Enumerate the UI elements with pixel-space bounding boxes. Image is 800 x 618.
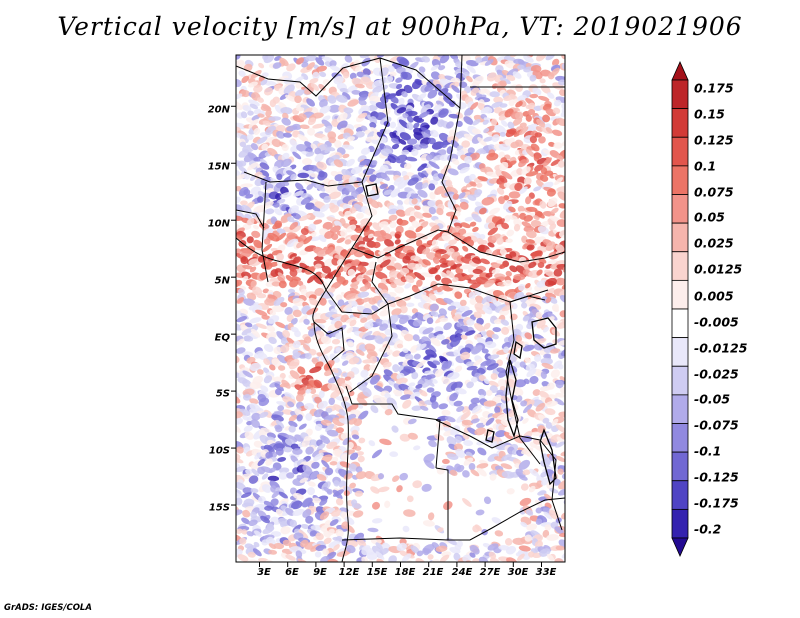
border-drc-zambia xyxy=(435,419,541,449)
border-benin-nigeria xyxy=(261,181,269,283)
colorbar-label: 0.0125 xyxy=(694,261,743,277)
border-zambia-south xyxy=(448,497,565,541)
colorbar-label: -0.025 xyxy=(694,366,739,382)
colorbar-label: 0.125 xyxy=(694,132,734,148)
colorbar-bottom-arrow xyxy=(671,537,689,557)
lon-label: 18E xyxy=(394,567,416,578)
lat-label: 15S xyxy=(208,502,230,514)
colorbar-top-arrow xyxy=(671,61,689,81)
border-drc-east xyxy=(505,301,541,465)
border-angola-north xyxy=(345,385,441,469)
border-gabon xyxy=(313,321,345,361)
colorbar-box xyxy=(671,279,689,310)
colorbar-box xyxy=(671,423,689,453)
colorbar-box xyxy=(671,480,689,510)
border-sudan-south-sudan xyxy=(447,231,565,263)
colorbar-label: -0.2 xyxy=(694,521,722,537)
lon-label: 27E xyxy=(479,567,501,578)
colorbar-box xyxy=(671,508,689,539)
map-title: Vertical velocity [m/s] at 900hPa, VT: 2… xyxy=(57,12,743,41)
colorbar-label: 0.175 xyxy=(694,80,734,96)
border-congo-drc xyxy=(349,303,393,393)
border-niger-chad xyxy=(361,57,389,183)
lake-malawi xyxy=(539,428,557,486)
border-niger-libya-chad xyxy=(379,55,463,110)
lake-victoria xyxy=(531,317,557,349)
lat-label: 5N xyxy=(214,275,230,287)
lon-label: 12E xyxy=(338,567,360,578)
lon-label: 9E xyxy=(313,567,327,578)
lake-kivu xyxy=(513,340,523,360)
lat-label: 15N xyxy=(207,161,230,173)
lon-label: 15E xyxy=(366,567,388,578)
credit-text: GrADS: IGES/COLA xyxy=(4,603,92,613)
colorbar-box xyxy=(671,136,689,167)
colorbar-box xyxy=(671,194,689,224)
colorbar-label: 0.005 xyxy=(694,288,734,304)
lon-label: 6E xyxy=(285,567,299,578)
colorbar-label: -0.0125 xyxy=(694,340,748,356)
colorbar-label: 0.075 xyxy=(694,184,734,200)
coastline-west xyxy=(236,237,349,562)
lon-label: 3E xyxy=(257,567,271,578)
colorbar-label: -0.05 xyxy=(694,391,731,407)
axis-ticks xyxy=(231,105,542,567)
lake-tanganyika xyxy=(505,359,519,439)
colorbar-label: 0.025 xyxy=(694,235,734,251)
border-algeria-niger xyxy=(236,57,381,97)
colorbar-box xyxy=(671,108,689,138)
colorbar-label: -0.1 xyxy=(694,443,722,459)
border-chad-sudan xyxy=(441,107,461,233)
colorbar-box xyxy=(671,365,689,396)
colorbar-label: -0.175 xyxy=(694,495,739,511)
border-niger-nigeria xyxy=(243,171,363,187)
colorbar-box xyxy=(671,337,689,367)
colorbar-box xyxy=(671,222,689,253)
lat-label: 20N xyxy=(207,104,230,116)
border-nigeria-cameroon xyxy=(325,181,373,291)
colorbar-label: 0.1 xyxy=(694,158,717,174)
lon-label: 21E xyxy=(422,567,444,578)
border-senegal-mali xyxy=(236,209,265,229)
country-borders xyxy=(236,55,565,562)
border-south-sudan-uganda xyxy=(509,295,546,303)
lakes xyxy=(365,183,557,486)
lat-label: EQ xyxy=(214,332,230,344)
lon-label: 24E xyxy=(451,567,473,578)
lat-label: 10S xyxy=(208,445,230,457)
lake-chad xyxy=(365,183,379,197)
colorbar-box xyxy=(671,165,689,195)
lat-label: 5S xyxy=(215,388,230,400)
lat-label: 10N xyxy=(207,218,230,230)
colorbar-label: -0.125 xyxy=(694,469,739,485)
colorbar-box xyxy=(671,451,689,482)
lon-label: 33E xyxy=(535,567,557,578)
colorbar-box xyxy=(671,394,689,424)
colorbar-label: 0.15 xyxy=(694,106,725,122)
colorbar-label: 0.05 xyxy=(694,209,725,225)
border-car-south xyxy=(371,261,549,305)
colorbar-label: -0.075 xyxy=(694,417,739,433)
border-chad-car xyxy=(351,229,449,259)
lake-mweru xyxy=(485,429,495,443)
lon-label: 30E xyxy=(507,567,529,578)
border-angola-namibia xyxy=(341,537,449,541)
border-cameroon-congo xyxy=(325,289,389,315)
colorbar xyxy=(671,61,689,557)
colorbar-box xyxy=(671,308,689,339)
vertical-velocity-field xyxy=(236,55,565,562)
colorbar-box xyxy=(671,251,689,281)
colorbar-label: -0.005 xyxy=(694,314,739,330)
colorbar-box xyxy=(671,79,689,110)
